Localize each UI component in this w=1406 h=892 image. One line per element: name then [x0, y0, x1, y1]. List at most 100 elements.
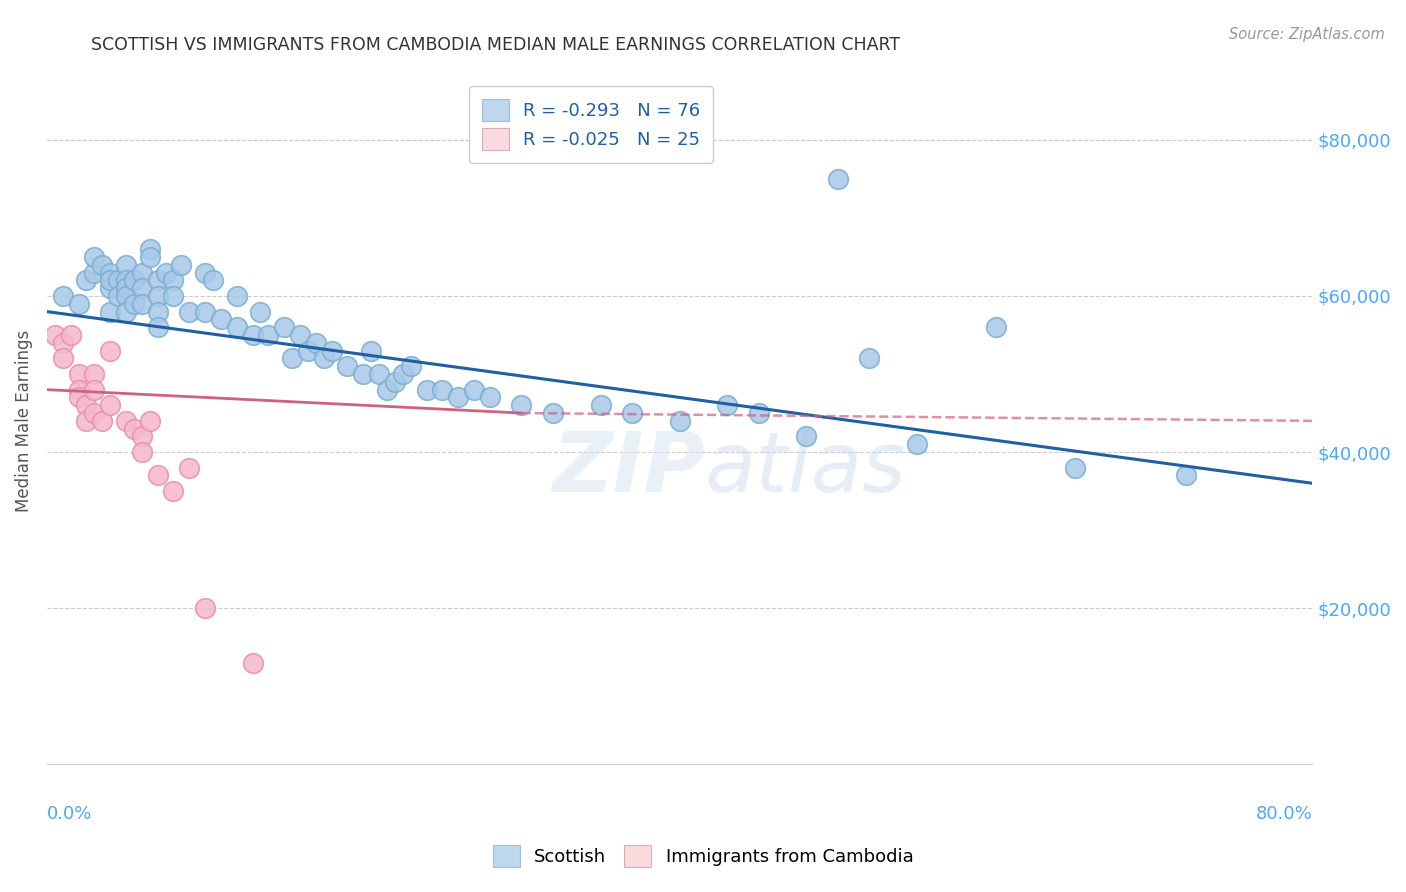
Point: [146, 273, 169, 287]
Point: [122, 422, 145, 436]
Point: [242, 328, 264, 343]
Legend: Scottish, Immigrants from Cambodia: Scottish, Immigrants from Cambodia: [485, 838, 921, 874]
Point: [122, 273, 145, 287]
Point: [75, 273, 97, 287]
Point: [1064, 460, 1087, 475]
Point: [510, 398, 533, 412]
Point: [447, 391, 470, 405]
Point: [273, 320, 295, 334]
Point: [827, 172, 849, 186]
Y-axis label: Median Male Earnings: Median Male Earnings: [15, 330, 32, 512]
Text: SCOTTISH VS IMMIGRANTS FROM CAMBODIA MEDIAN MALE EARNINGS CORRELATION CHART: SCOTTISH VS IMMIGRANTS FROM CAMBODIA MED…: [91, 36, 900, 54]
Point: [138, 242, 160, 256]
Legend: R = -0.293   N = 76, R = -0.025   N = 25: R = -0.293 N = 76, R = -0.025 N = 25: [470, 87, 713, 163]
Point: [52, 289, 75, 303]
Point: [115, 304, 138, 318]
Point: [249, 304, 271, 318]
Point: [242, 656, 264, 670]
Point: [478, 391, 501, 405]
Point: [98, 273, 121, 287]
Point: [83, 266, 105, 280]
Point: [98, 266, 121, 280]
Point: [336, 359, 359, 374]
Point: [138, 414, 160, 428]
Point: [194, 304, 217, 318]
Text: ZIP: ZIP: [553, 428, 704, 509]
Point: [399, 359, 422, 374]
Point: [541, 406, 564, 420]
Point: [131, 281, 153, 295]
Point: [75, 398, 97, 412]
Point: [194, 601, 217, 615]
Point: [179, 460, 201, 475]
Point: [52, 351, 75, 366]
Point: [201, 273, 224, 287]
Point: [155, 266, 177, 280]
Point: [83, 250, 105, 264]
Point: [67, 391, 90, 405]
Point: [589, 398, 612, 412]
Point: [281, 351, 304, 366]
Point: [1174, 468, 1197, 483]
Text: 80.0%: 80.0%: [1256, 805, 1312, 823]
Point: [44, 328, 66, 343]
Point: [115, 414, 138, 428]
Point: [146, 289, 169, 303]
Point: [391, 367, 413, 381]
Point: [115, 273, 138, 287]
Point: [794, 429, 817, 443]
Point: [162, 289, 184, 303]
Point: [352, 367, 374, 381]
Point: [297, 343, 319, 358]
Text: 0.0%: 0.0%: [46, 805, 93, 823]
Point: [716, 398, 738, 412]
Point: [415, 383, 437, 397]
Point: [225, 289, 247, 303]
Point: [59, 328, 82, 343]
Point: [75, 414, 97, 428]
Point: [67, 383, 90, 397]
Point: [146, 304, 169, 318]
Point: [98, 398, 121, 412]
Point: [98, 281, 121, 295]
Point: [858, 351, 880, 366]
Point: [288, 328, 311, 343]
Point: [748, 406, 770, 420]
Point: [170, 258, 193, 272]
Point: [67, 297, 90, 311]
Point: [305, 335, 328, 350]
Point: [107, 289, 129, 303]
Point: [375, 383, 398, 397]
Point: [905, 437, 928, 451]
Point: [146, 320, 169, 334]
Point: [131, 429, 153, 443]
Point: [312, 351, 335, 366]
Point: [463, 383, 485, 397]
Point: [131, 445, 153, 459]
Point: [91, 414, 114, 428]
Point: [115, 289, 138, 303]
Point: [131, 266, 153, 280]
Point: [91, 258, 114, 272]
Point: [98, 304, 121, 318]
Point: [146, 468, 169, 483]
Point: [83, 367, 105, 381]
Point: [194, 266, 217, 280]
Point: [984, 320, 1007, 334]
Point: [384, 375, 406, 389]
Point: [162, 273, 184, 287]
Point: [257, 328, 280, 343]
Text: Source: ZipAtlas.com: Source: ZipAtlas.com: [1229, 27, 1385, 42]
Point: [368, 367, 391, 381]
Point: [179, 304, 201, 318]
Point: [107, 273, 129, 287]
Point: [621, 406, 644, 420]
Point: [67, 367, 90, 381]
Point: [321, 343, 343, 358]
Point: [209, 312, 232, 326]
Point: [122, 297, 145, 311]
Point: [52, 335, 75, 350]
Point: [668, 414, 690, 428]
Point: [360, 343, 382, 358]
Point: [131, 297, 153, 311]
